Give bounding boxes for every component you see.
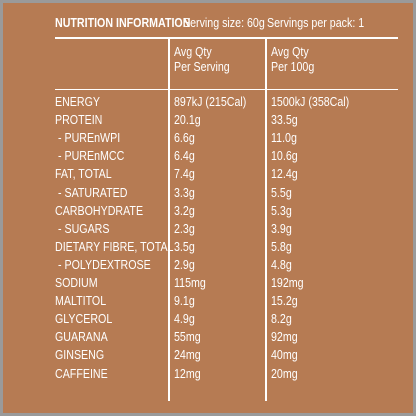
nutrient-value: 6.6g	[174, 130, 195, 146]
nutrient-value: 5.3g	[271, 202, 292, 218]
nutrient-value: 1500kJ (358Cal)	[271, 94, 350, 109]
nutrient-value: 2.3g	[174, 220, 195, 236]
nutrient-name: PROTEIN	[55, 112, 103, 128]
nutrient-value: 4.9g	[174, 311, 195, 327]
nutrient-value: 40mg	[271, 347, 298, 363]
nutrient-value: 12mg	[174, 365, 201, 381]
nutrient-value: 6.4g	[174, 148, 195, 164]
nutrient-name: - POLYDEXTROSE	[55, 256, 151, 272]
nutrient-name: - SUGARS	[55, 220, 110, 236]
nutrient-value: 10.6g	[271, 148, 298, 164]
nutrient-value: 24mg	[174, 347, 201, 363]
title: NUTRITION INFORMATION	[55, 15, 191, 30]
nutrient-value: 192mg	[271, 275, 304, 290]
nutrient-name: - SATURATED	[55, 184, 128, 200]
nutrient-name: - PURЕnMCC	[55, 148, 125, 164]
nutrient-value: 3.9g	[271, 220, 292, 236]
nutrient-value: 3.5g	[174, 238, 195, 254]
nutrient-value: 15.2g	[271, 293, 298, 309]
nutrient-name: GINSENG	[55, 347, 105, 363]
nutrient-value: 33.5g	[271, 112, 298, 128]
nutrient-value: 20.1g	[174, 112, 201, 128]
nutrient-name: FAT, TOTAL	[55, 166, 112, 182]
column-divider	[265, 37, 267, 401]
nutrient-name: CAFFEINE	[55, 365, 108, 381]
nutrient-value: 4.8g	[271, 256, 292, 272]
serving-size: Serving size: 60g	[183, 15, 265, 30]
nutrient-name: - PURЕnWPI	[55, 130, 121, 146]
nutrient-value: 897kJ (215Cal)	[174, 94, 247, 109]
nutrient-value: 7.4g	[174, 166, 195, 182]
nutrient-value: 8.2g	[271, 311, 292, 327]
nutrient-name: DIETARY FIBRE, TOTAL	[55, 238, 174, 254]
column-header: Avg Qty	[174, 44, 212, 59]
nutrient-name: MALTITOL	[55, 293, 107, 309]
servings-per-pack: Servings per pack: 1	[267, 15, 365, 30]
column-header: Per 100g	[271, 59, 315, 74]
nutrient-value: 12.4g	[271, 166, 298, 182]
nutrient-value: 11.0g	[271, 130, 297, 146]
nutrient-name: CARBOHYDRATE	[55, 202, 144, 218]
nutrient-value: 2.9g	[174, 256, 195, 272]
nutrient-name: GLYCEROL	[55, 311, 113, 327]
column-divider	[168, 37, 170, 401]
nutrient-value: 115mg	[174, 275, 206, 290]
nutrient-name: ENERGY	[55, 94, 101, 109]
nutrient-value: 3.3g	[174, 184, 195, 200]
rule	[55, 37, 398, 39]
nutrient-value: 55mg	[174, 329, 201, 345]
nutrient-value: 20mg	[271, 365, 298, 381]
nutrient-value: 92mg	[271, 329, 298, 345]
column-header: Avg Qty	[271, 44, 309, 59]
rule	[55, 89, 398, 90]
nutrition-label: NUTRITION INFORMATION Serving size: 60g …	[3, 3, 413, 413]
nutrient-value: 9.1g	[174, 293, 195, 309]
nutrient-value: 5.8g	[271, 238, 292, 254]
nutrient-name: GUARANA	[55, 329, 108, 345]
column-header: Per Serving	[174, 59, 230, 74]
nutrient-value: 3.2g	[174, 202, 195, 218]
nutrient-value: 5.5g	[271, 184, 292, 200]
nutrient-name: SODIUM	[55, 275, 98, 290]
